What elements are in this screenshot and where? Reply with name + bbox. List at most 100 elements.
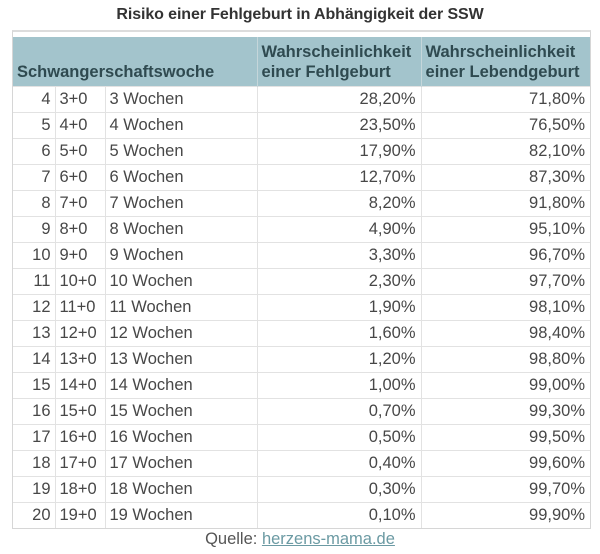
cell-livebirth: 76,50% <box>420 112 591 139</box>
cell-stage: 10+0 <box>54 268 105 295</box>
cell-miscarriage: 0,40% <box>256 450 422 477</box>
cell-weeks: 9 Wochen <box>104 242 258 269</box>
header-week-label: Schwangerschaftswoche <box>17 63 215 81</box>
table-row: 13 12+0 12 Wochen 1,60% 98,40% <box>13 320 591 347</box>
cell-miscarriage: 0,10% <box>256 502 422 528</box>
cell-stage: 7+0 <box>54 190 105 217</box>
cell-weeks: 17 Wochen <box>104 450 258 477</box>
source-link[interactable]: herzens-mama.de <box>261 530 395 548</box>
cell-stage: 15+0 <box>54 398 105 425</box>
cell-weeks: 15 Wochen <box>104 398 258 425</box>
table-row: 9 8+0 8 Wochen 4,90% 95,10% <box>13 216 591 243</box>
miscarriage-risk-table: Schwangerschaftswoche Wahrscheinlichkeit… <box>12 30 591 529</box>
cell-weeks: 6 Wochen <box>104 164 258 191</box>
cell-ssw: 19 <box>13 476 55 503</box>
cell-livebirth: 99,00% <box>420 372 591 399</box>
table-row: 7 6+0 6 Wochen 12,70% 87,30% <box>13 164 591 191</box>
cell-livebirth: 98,40% <box>420 320 591 347</box>
cell-stage: 9+0 <box>54 242 105 269</box>
cell-livebirth: 99,90% <box>420 502 591 528</box>
cell-stage: 6+0 <box>54 164 105 191</box>
cell-weeks: 4 Wochen <box>104 112 258 139</box>
cell-livebirth: 97,70% <box>420 268 591 295</box>
cell-stage: 11+0 <box>54 294 105 321</box>
cell-livebirth: 96,70% <box>420 242 591 269</box>
cell-miscarriage: 23,50% <box>256 112 422 139</box>
table-row: 15 14+0 14 Wochen 1,00% 99,00% <box>13 372 591 399</box>
table-row: 4 3+0 3 Wochen 28,20% 71,80% <box>13 86 591 113</box>
cell-ssw: 11 <box>13 268 55 295</box>
cell-miscarriage: 0,30% <box>256 476 422 503</box>
table-row: 5 4+0 4 Wochen 23,50% 76,50% <box>13 112 591 139</box>
cell-miscarriage: 4,90% <box>256 216 422 243</box>
cell-weeks: 11 Wochen <box>104 294 258 321</box>
table-row: 6 5+0 5 Wochen 17,90% 82,10% <box>13 138 591 165</box>
cell-stage: 8+0 <box>54 216 105 243</box>
cell-miscarriage: 1,20% <box>256 346 422 373</box>
cell-weeks: 16 Wochen <box>104 424 258 451</box>
cell-weeks: 5 Wochen <box>104 138 258 165</box>
cell-ssw: 10 <box>13 242 55 269</box>
cell-ssw: 18 <box>13 450 55 477</box>
cell-stage: 13+0 <box>54 346 105 373</box>
cell-weeks: 13 Wochen <box>104 346 258 373</box>
cell-miscarriage: 0,50% <box>256 424 422 451</box>
cell-ssw: 13 <box>13 320 55 347</box>
cell-stage: 4+0 <box>54 112 105 139</box>
cell-livebirth: 99,60% <box>420 450 591 477</box>
cell-miscarriage: 0,70% <box>256 398 422 425</box>
source-line: Quelle: herzens-mama.de <box>0 530 600 549</box>
cell-ssw: 6 <box>13 138 55 165</box>
cell-miscarriage: 1,00% <box>256 372 422 399</box>
cell-livebirth: 98,80% <box>420 346 591 373</box>
cell-weeks: 8 Wochen <box>104 216 258 243</box>
cell-livebirth: 82,10% <box>420 138 591 165</box>
header-week: Schwangerschaftswoche <box>13 37 258 87</box>
cell-ssw: 7 <box>13 164 55 191</box>
source-label: Quelle: <box>205 530 262 548</box>
table-header-row: Schwangerschaftswoche Wahrscheinlichkeit… <box>13 37 591 87</box>
cell-weeks: 10 Wochen <box>104 268 258 295</box>
cell-miscarriage: 1,90% <box>256 294 422 321</box>
cell-stage: 16+0 <box>54 424 105 451</box>
cell-stage: 19+0 <box>54 502 105 528</box>
table-row: 12 11+0 11 Wochen 1,90% 98,10% <box>13 294 591 321</box>
cell-miscarriage: 12,70% <box>256 164 422 191</box>
cell-weeks: 18 Wochen <box>104 476 258 503</box>
cell-weeks: 3 Wochen <box>104 86 258 113</box>
cell-ssw: 12 <box>13 294 55 321</box>
cell-ssw: 17 <box>13 424 55 451</box>
header-miscarriage-line2: einer Fehlgeburt <box>261 63 391 81</box>
table-row: 11 10+0 10 Wochen 2,30% 97,70% <box>13 268 591 295</box>
cell-ssw: 8 <box>13 190 55 217</box>
cell-livebirth: 71,80% <box>420 86 591 113</box>
table-row: 19 18+0 18 Wochen 0,30% 99,70% <box>13 476 591 503</box>
cell-miscarriage: 8,20% <box>256 190 422 217</box>
cell-livebirth: 99,30% <box>420 398 591 425</box>
cell-livebirth: 99,70% <box>420 476 591 503</box>
cell-ssw: 9 <box>13 216 55 243</box>
table-row: 17 16+0 16 Wochen 0,50% 99,50% <box>13 424 591 451</box>
cell-miscarriage: 1,60% <box>256 320 422 347</box>
cell-weeks: 7 Wochen <box>104 190 258 217</box>
table-top-strip <box>13 32 590 37</box>
table-row: 18 17+0 17 Wochen 0,40% 99,60% <box>13 450 591 477</box>
cell-miscarriage: 2,30% <box>256 268 422 295</box>
header-miscarriage-line1: Wahrscheinlichkeit <box>261 43 412 61</box>
cell-livebirth: 95,10% <box>420 216 591 243</box>
page-title: Risiko einer Fehlgeburt in Abhängigkeit … <box>116 6 484 23</box>
cell-ssw: 15 <box>13 372 55 399</box>
cell-ssw: 16 <box>13 398 55 425</box>
cell-miscarriage: 3,30% <box>256 242 422 269</box>
cell-stage: 18+0 <box>54 476 105 503</box>
cell-stage: 14+0 <box>54 372 105 399</box>
cell-ssw: 20 <box>13 502 55 528</box>
cell-livebirth: 87,30% <box>420 164 591 191</box>
table-row: 14 13+0 13 Wochen 1,20% 98,80% <box>13 346 591 373</box>
table-body: 4 3+0 3 Wochen 28,20% 71,80% 5 4+0 4 Wochen 23,5… <box>13 86 591 528</box>
header-miscarriage: Wahrscheinlichkeit einer Fehlgeburt <box>256 37 422 87</box>
cell-livebirth: 99,50% <box>420 424 591 451</box>
cell-stage: 3+0 <box>54 86 105 113</box>
cell-weeks: 14 Wochen <box>104 372 258 399</box>
cell-weeks: 19 Wochen <box>104 502 258 528</box>
